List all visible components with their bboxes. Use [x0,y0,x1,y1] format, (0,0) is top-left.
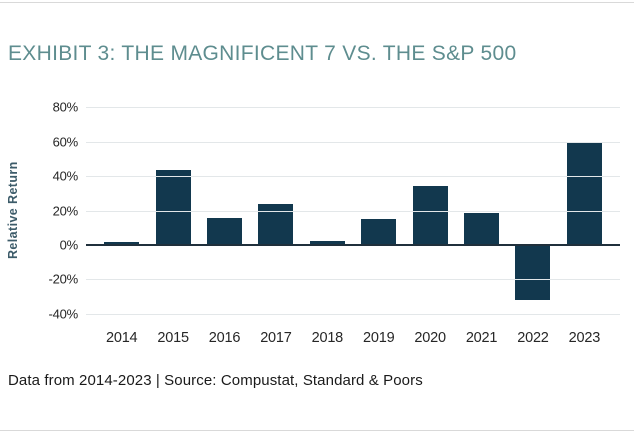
gridline--40 [86,313,620,315]
top-divider [0,2,634,3]
y-axis-ticks: 80% 60% 40% 20% 0% -20% -40% [0,97,78,324]
x-tick-label-2017: 2017 [260,330,292,346]
y-tick-label--40: -40% [48,306,78,322]
y-tick-label-60: 60% [52,134,79,150]
y-tick-label-0: 0% [59,237,79,253]
gridline-80 [86,107,620,109]
gridline-60 [86,141,620,143]
bar-2020 [412,185,448,245]
exhibit-title: EXHIBIT 3: THE MAGNIFICENT 7 VS. THE S&P… [8,42,517,65]
bar-2022 [515,244,551,300]
y-tick-label-80: 80% [52,99,79,115]
x-tick-label-2018: 2018 [311,330,344,346]
bar-slot-2021 [456,97,507,324]
y-tick-label-40: 40% [52,168,79,184]
x-tick-label-2019: 2019 [363,330,395,346]
bar-slot-2016 [199,97,250,324]
bar-2019 [361,219,397,245]
gridline-20 [86,210,620,212]
x-tick-label-2014: 2014 [105,330,138,346]
x-tick-label-2021: 2021 [465,330,498,346]
bar-2018 [309,241,345,245]
bar-2021 [464,213,500,245]
bar-slot-2020 [404,97,455,324]
bar-slot-2023 [559,97,610,324]
bars-row [86,97,620,324]
zero-line [86,243,620,246]
bottom-divider [0,430,634,431]
bar-2016 [207,218,242,245]
bar-slot-2018 [302,97,353,324]
y-tick-label--20: -20% [48,271,78,287]
x-tick-label-2016: 2016 [208,330,241,346]
source-note: Data from 2014-2023 | Source: Compustat,… [8,372,423,389]
bar-2023 [566,142,602,245]
x-tick-label-2022: 2022 [517,330,549,346]
plot-area [86,97,620,324]
gridline-40 [86,176,620,178]
bar-slot-2015 [147,97,198,324]
x-axis-labels: 2014 2015 2016 2017 2018 2019 2020 2021 2022 2023 [86,330,620,346]
gridline--20 [86,279,620,281]
bar-2015 [155,170,191,245]
bar-slot-2014 [96,97,147,324]
x-tick-label-2020: 2020 [414,330,446,346]
y-tick-label-20: 20% [52,203,79,218]
bar-2014 [104,242,140,245]
x-tick-label-2015: 2015 [157,330,189,346]
relative-return-bar-chart: Relative Return 80% 60% 40% 20% 0% -20% -40% 2… [0,97,634,352]
bar-slot-2022 [507,97,558,324]
x-tick-label-2023: 2023 [568,330,601,346]
bar-slot-2019 [353,97,404,324]
